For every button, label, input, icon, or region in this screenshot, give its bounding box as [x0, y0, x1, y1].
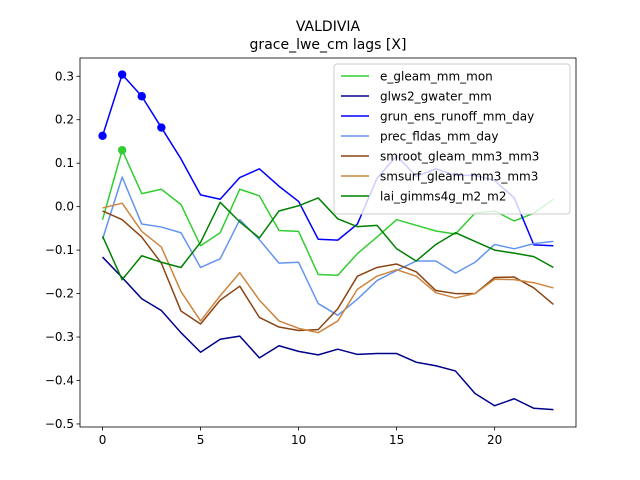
axes-frame: [79, 57, 577, 428]
x-tick-label: 10: [291, 433, 306, 447]
x-tick-label: 5: [197, 433, 205, 447]
x-tick-label: 20: [487, 433, 502, 447]
legend-label-grun-ens-runoff-mm-day: grun_ens_runoff_mm_day: [380, 110, 534, 124]
series-point-grun-ens-runoff-mm-day-2: [137, 92, 146, 101]
y-tick-label: −0.4: [45, 373, 74, 387]
y-tick-label: −0.5: [45, 417, 74, 431]
series-layer: [98, 70, 554, 411]
y-tick-label: 0.0: [55, 200, 74, 214]
legend-label-lai-gimms4g-m2-m2: lai_gimms4g_m2_m2: [380, 190, 507, 204]
series-line-smsurf-gleam-mm3-mm3: [102, 202, 554, 334]
x-tick-label: 0: [99, 433, 107, 447]
x-tick-label: 15: [389, 433, 404, 447]
chart-subtitle: grace_lwe_cm lags [X]: [250, 37, 407, 53]
legend-label-glws2-gwater-mm: glws2_gwater_mm: [380, 90, 492, 104]
axes-border: [79, 57, 577, 428]
y-tick-label: 0.3: [55, 69, 74, 83]
y-tick-label: −0.2: [45, 287, 74, 301]
series-point-grun-ens-runoff-mm-day-1: [117, 70, 127, 79]
legend: e_gleam_mm_mon glws2_gwater_mm grun_ens_ru…: [333, 63, 571, 215]
x-axis: 0 5 10 15 20: [99, 427, 502, 447]
legend-label-prec-fldas-mm-day: prec_fldas_mm_day: [380, 130, 499, 144]
y-axis: −0.5 −0.4 −0.3 −0.2 −0.1 0.0 0.1 0.2 0.3: [45, 69, 80, 431]
chart-title: VALDIVIA: [296, 19, 361, 35]
legend-label-smsurf-gleam-mm3-mm3: smsurf_gleam_mm3_mm3: [380, 170, 538, 184]
legend-box: [333, 63, 571, 215]
y-tick-label: 0.2: [55, 113, 74, 127]
series-point-e-gleam-mm-mon-1: [117, 145, 127, 155]
series-line-prec-fldas-mm-day: [101, 176, 554, 317]
series-point-grun-ens-runoff-mm-day-3: [157, 123, 166, 132]
series-line-glws2-gwater-mm: [102, 256, 554, 411]
legend-label-smroot-gleam-mm3-mm3: smroot_gleam_mm3_mm3: [380, 150, 539, 164]
y-tick-label: 0.1: [55, 156, 74, 170]
legend-label-e-gleam-mm-mon: e_gleam_mm_mon: [380, 70, 493, 84]
y-tick-label: −0.3: [45, 330, 74, 344]
series-line-lai-gimms4g-m2-m2: [101, 197, 554, 281]
series-point-grun-ens-runoff-mm-day-0: [98, 131, 107, 140]
y-tick-label: −0.1: [45, 243, 74, 257]
